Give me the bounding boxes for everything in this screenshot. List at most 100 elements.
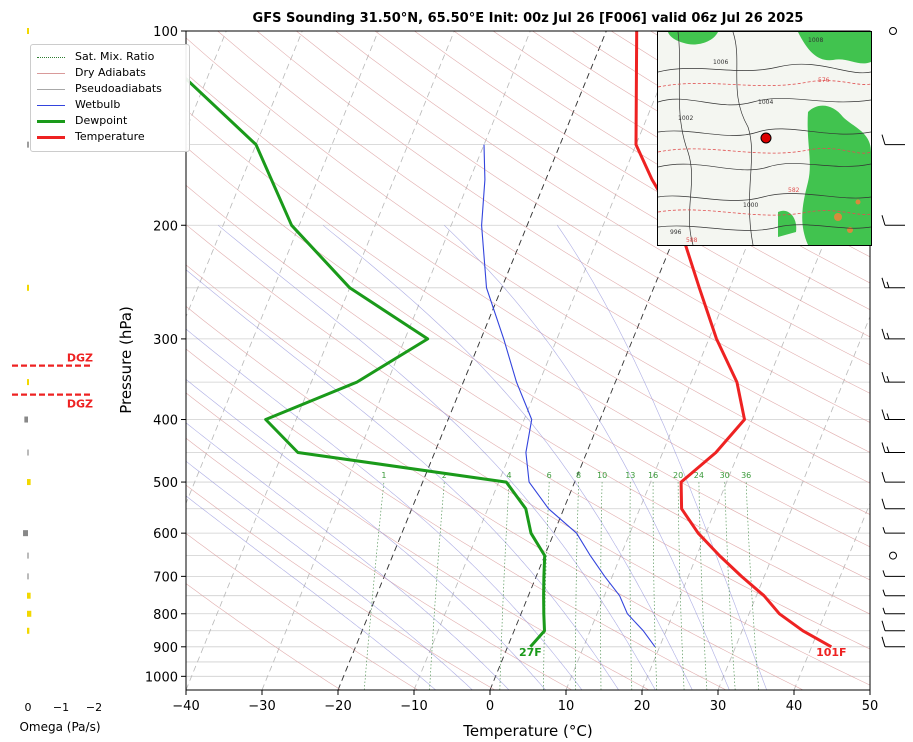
pseudoadiabat	[218, 225, 648, 677]
contour-label: 576	[818, 77, 830, 84]
contour-label: 1002	[678, 115, 693, 122]
mixing-ratio-label: 8	[576, 471, 581, 480]
wind-barb	[881, 442, 905, 454]
mixing-ratio-line	[575, 482, 579, 690]
y-tick-label: 400	[153, 414, 178, 429]
dgz-label: DGZ	[67, 352, 93, 365]
contour-label: 1008	[808, 37, 823, 44]
dry-adiabat	[414, 31, 870, 311]
y-tick-label: 100	[153, 25, 178, 40]
mixing-ratio-label: 30	[720, 471, 730, 480]
series-dewpoint	[186, 76, 547, 648]
pseudoadiabat-lower	[723, 676, 730, 690]
x-tick-label: −40	[172, 699, 199, 714]
legend-swatch	[37, 105, 65, 106]
omega-bar	[27, 28, 29, 34]
pseudoadiabat-lower	[571, 676, 583, 690]
barb-half-flag	[886, 413, 890, 420]
dry-adiabat	[186, 224, 870, 650]
pseudoadiabat-lower	[609, 676, 619, 690]
y-tick-label: 800	[153, 608, 178, 623]
wind-barb	[881, 471, 905, 483]
wind-barb	[881, 134, 905, 146]
omega-bar	[27, 552, 29, 559]
thickness-lines	[658, 80, 871, 216]
y-tick-label: 900	[153, 641, 178, 656]
wind-barb	[881, 636, 905, 648]
dgz-label: DGZ	[67, 398, 93, 411]
legend-label: Wetbulb	[75, 98, 121, 111]
series-wetbulb	[481, 144, 656, 648]
calm-wind-circle	[889, 551, 897, 560]
dry-adiabat	[217, 31, 870, 453]
legend-label: Dry Adiabats	[75, 66, 146, 79]
mixing-ratio-line	[745, 482, 760, 690]
barb-half-flag	[882, 527, 886, 534]
x-tick-label: 20	[634, 699, 651, 714]
barb-half-flag	[886, 446, 890, 453]
omega-tick-label: −1	[53, 701, 69, 714]
dry-adiabat	[335, 31, 870, 366]
minus20-isotherm	[337, 31, 607, 690]
barb-flag	[881, 215, 886, 226]
omega-axis-label: Omega (Pa/s)	[19, 720, 100, 734]
annotation-layer: 27F 101F	[519, 646, 847, 659]
wind-barb	[882, 607, 905, 615]
dry-adiabat	[186, 348, 727, 690]
contour-label: 1000	[743, 202, 758, 209]
chart-title: GFS Sounding 31.50°N, 65.50°E Init: 00z …	[253, 11, 804, 26]
pseudoadiabat	[322, 225, 686, 677]
omega-bar	[27, 379, 29, 386]
barb-half-flag	[882, 589, 886, 596]
y-tick-label: 300	[153, 333, 178, 348]
omega-bar	[27, 284, 29, 291]
legend-swatch	[37, 89, 65, 90]
legend-swatch	[37, 73, 65, 74]
x-tick-label: 30	[710, 699, 727, 714]
legend-swatch	[37, 120, 65, 123]
y-tick-label: 700	[153, 570, 178, 585]
mixing-ratio-line	[429, 482, 445, 690]
legend-swatch	[37, 57, 65, 58]
pseudoadiabat	[186, 378, 534, 677]
barb-half-flag	[886, 281, 890, 288]
wind-barb	[881, 409, 905, 421]
barb-flag	[881, 636, 886, 647]
dry-adiabat	[186, 583, 341, 690]
mixing-ratio-line	[499, 482, 510, 690]
pseudoadiabat-lower	[457, 676, 473, 690]
omega-bar	[23, 530, 28, 537]
dry-adiabat	[186, 437, 573, 690]
wind-barb	[882, 589, 905, 597]
y-axis-label: Pressure (hPa)	[117, 306, 135, 414]
wind-barb	[881, 215, 905, 226]
mixing-ratio-label: 36	[741, 471, 751, 480]
barb-flag	[881, 442, 886, 453]
barb-flag	[881, 409, 886, 420]
mixing-ratio-label: 24	[694, 471, 704, 480]
wind-barb	[881, 371, 905, 383]
omega-bar	[27, 573, 29, 580]
omega-tick-label: −2	[86, 701, 102, 714]
legend: Sat. Mix. Ratio Dry Adiabats Pseudoadiab…	[30, 44, 190, 152]
wind-barb	[881, 498, 905, 510]
mixing-ratio-label: 13	[625, 471, 635, 480]
barb-half-flag	[886, 332, 890, 340]
y-tick-label: 600	[153, 527, 178, 542]
dry-adiabat	[186, 72, 870, 515]
pseudoadiabat-lower	[533, 676, 546, 690]
barb-flag	[881, 371, 886, 383]
mixing-ratio-label: 6	[547, 471, 552, 480]
legend-label: Temperature	[75, 130, 145, 143]
mixing-ratio-label: 4	[507, 471, 512, 480]
omega-bar	[27, 449, 29, 456]
dry-adiabat	[186, 146, 870, 581]
pseudoadiabat	[444, 225, 724, 677]
wind-barb	[882, 527, 905, 534]
legend-label: Dewpoint	[75, 114, 128, 127]
dry-adiabat	[186, 37, 870, 484]
mixing-ratio-line	[724, 482, 736, 690]
wind-barb	[881, 277, 905, 289]
dry-adiabat	[186, 484, 496, 690]
